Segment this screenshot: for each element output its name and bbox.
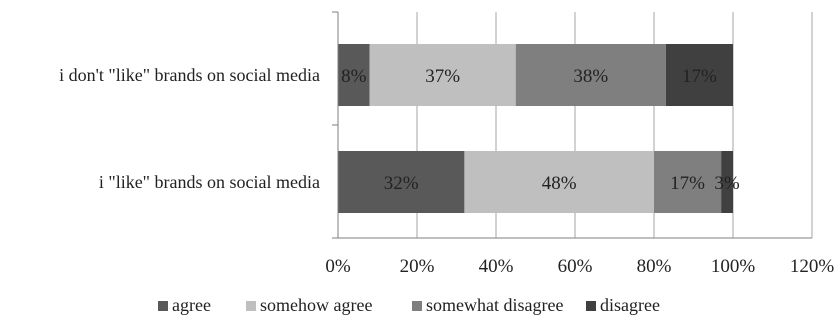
data-label: 17% (682, 66, 717, 87)
x-tick-label: 80% (637, 256, 672, 277)
category-label: i don't "like" brands on social media (59, 65, 320, 85)
legend-swatch (246, 301, 256, 311)
data-label: 38% (573, 66, 608, 87)
data-label: 32% (384, 173, 419, 194)
axes (332, 11, 812, 239)
x-tick-label: 120% (790, 256, 835, 277)
x-tick-label: 0% (325, 256, 351, 277)
x-tick-label: 100% (711, 256, 756, 277)
bar-segment (654, 151, 722, 213)
data-label: 17% (670, 173, 705, 194)
data-label: 48% (542, 173, 577, 194)
bar-segment (369, 44, 516, 106)
bars: 8% 37% 38% 17% 32% 48% 17% 3% (338, 44, 740, 213)
legend: agree somehow agree somewhat disagree disag… (158, 295, 660, 315)
bar-segment (515, 44, 666, 106)
data-label: 8% (341, 66, 367, 87)
legend-label: somewhat disagree (426, 295, 563, 315)
legend-swatch (412, 301, 422, 311)
x-tick-labels: 0% 20% 40% 60% 80% 100% 120% (325, 256, 834, 277)
bar-segment (338, 44, 370, 106)
category-label: i "like" brands on social media (99, 172, 320, 192)
legend-label: somehow agree (260, 295, 372, 315)
x-tick-label: 40% (479, 256, 514, 277)
x-tick-label: 20% (400, 256, 435, 277)
legend-swatch (158, 301, 168, 311)
legend-label: disagree (600, 295, 660, 315)
category-labels: i don't "like" brands on social media i "… (59, 65, 320, 192)
legend-swatch (586, 301, 596, 311)
data-label: 3% (714, 173, 740, 194)
bar-segment (464, 151, 654, 213)
x-tick-label: 60% (558, 256, 593, 277)
legend-label: agree (172, 295, 211, 315)
bar-segment (721, 151, 733, 213)
bar-segment (338, 151, 465, 213)
data-label: 37% (425, 66, 460, 87)
bar-segment (665, 44, 733, 106)
